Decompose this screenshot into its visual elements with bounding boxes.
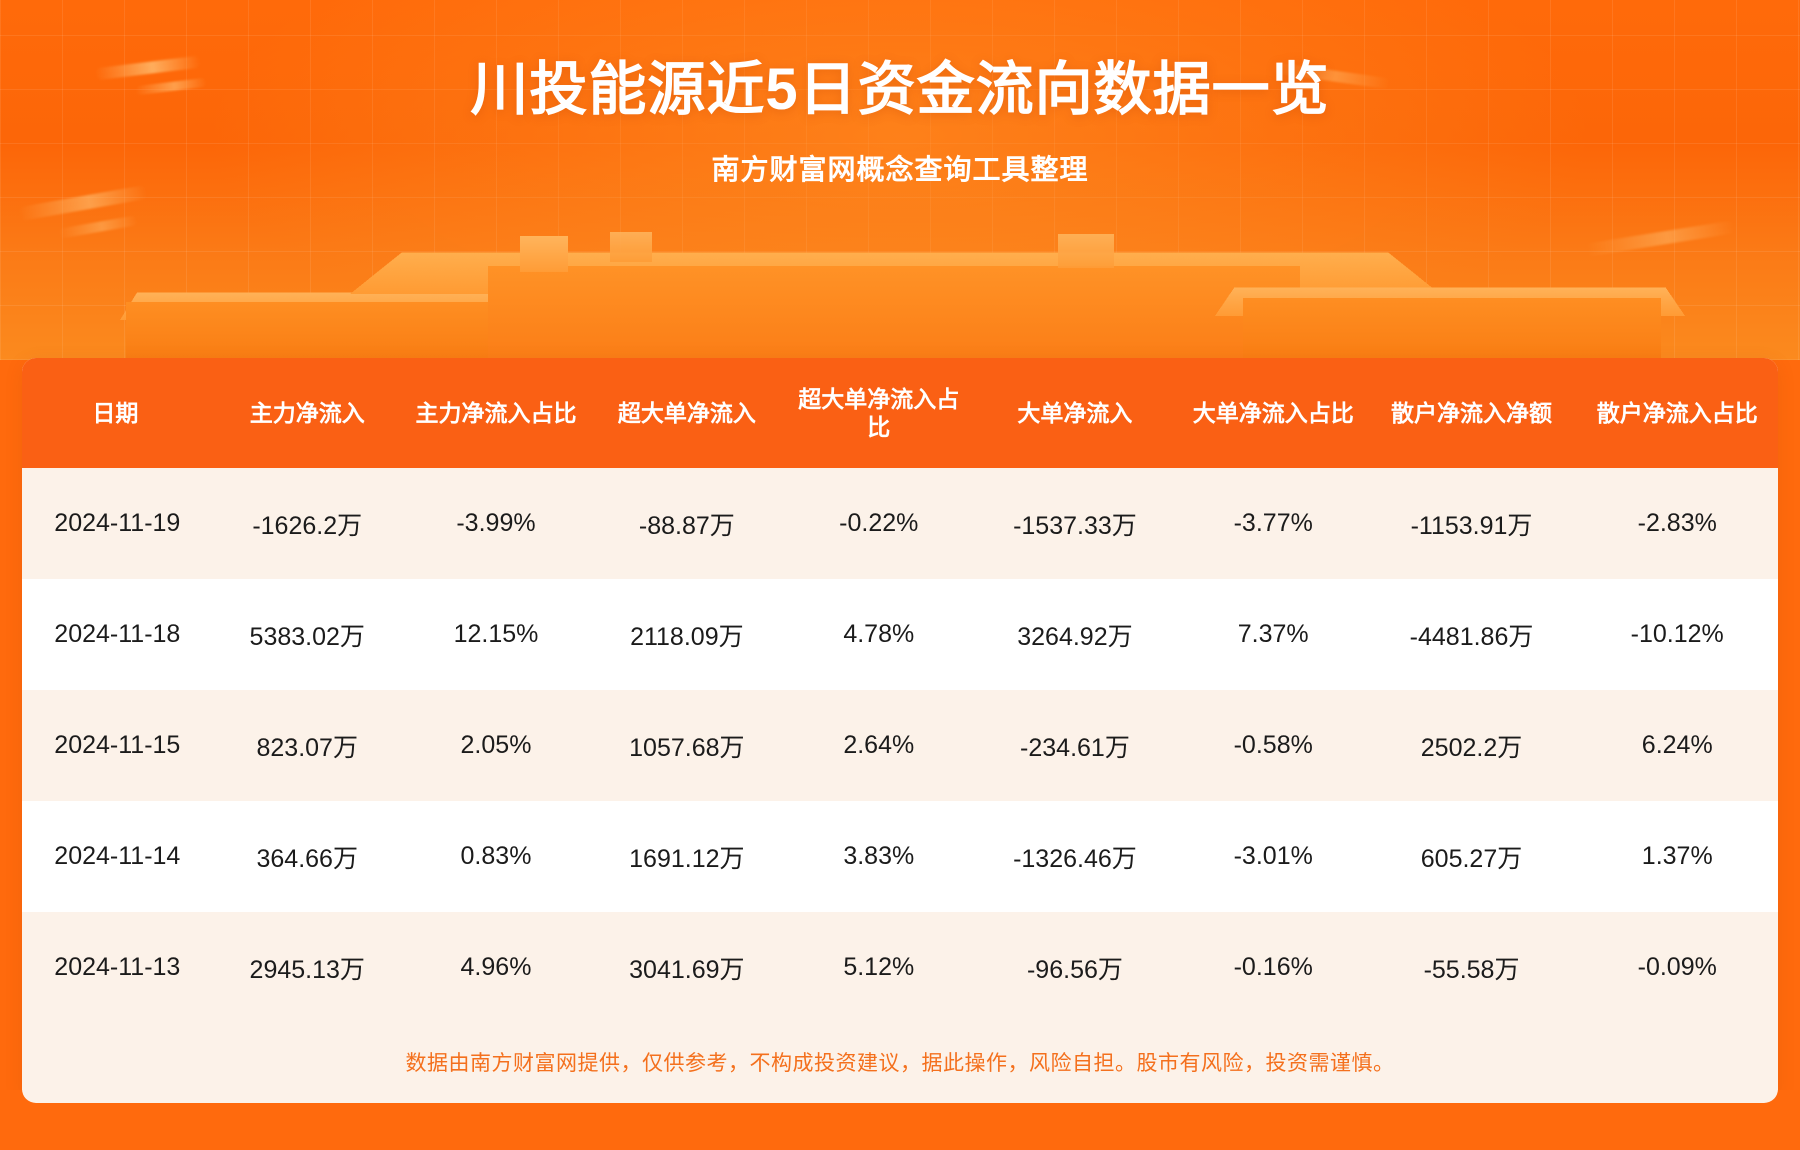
cell-date: 2024-11-14 [22,801,209,912]
cell-lg-pct: 7.37% [1179,579,1367,690]
table-row: 2024-11-15 823.07万 2.05% 1057.68万 2.64% … [22,690,1778,801]
fund-flow-card: 南方财富网 Southmoney.com 日期 主力净流入 主力净流入占比 超大… [22,358,1778,1103]
cell-retail-net: 605.27万 [1366,801,1577,912]
cell-lg-net: -234.61万 [969,690,1180,801]
cell-xl-net: 2118.09万 [586,579,788,690]
table-header-row: 日期 主力净流入 主力净流入占比 超大单净流入 超大单净流入占比 大单净流入 大… [22,358,1778,468]
cell-main-pct: 12.15% [405,579,587,690]
cell-retail-pct: -0.09% [1576,912,1778,1023]
cell-xl-net: -88.87万 [586,468,788,579]
cell-lg-pct: -3.01% [1179,801,1367,912]
table-body: 2024-11-19 -1626.2万 -3.99% -88.87万 -0.22… [22,468,1778,1023]
cell-lg-net: -1537.33万 [969,468,1180,579]
cell-xl-pct: -0.22% [787,468,970,579]
table-row: 2024-11-19 -1626.2万 -3.99% -88.87万 -0.22… [22,468,1778,579]
cell-date: 2024-11-19 [22,468,209,579]
cell-xl-pct: 4.78% [787,579,970,690]
cell-retail-net: -1153.91万 [1366,468,1577,579]
page-title: 川投能源近5日资金流向数据一览 [470,57,1330,122]
fund-flow-table: 日期 主力净流入 主力净流入占比 超大单净流入 超大单净流入占比 大单净流入 大… [22,358,1778,1023]
column-header-retail-pct[interactable]: 散户净流入占比 [1576,358,1778,468]
cell-retail-net: 2502.2万 [1366,690,1577,801]
cell-retail-pct: -2.83% [1576,468,1778,579]
column-header-main-pct[interactable]: 主力净流入占比 [405,358,587,468]
table-row: 2024-11-13 2945.13万 4.96% 3041.69万 5.12%… [22,912,1778,1023]
podium-block [520,236,568,272]
podium-left-face [126,302,518,360]
podium-right-face [1243,298,1661,360]
cell-main-net: 5383.02万 [208,579,406,690]
cell-xl-pct: 3.83% [787,801,970,912]
cell-date: 2024-11-15 [22,690,209,801]
cell-main-pct: 2.05% [405,690,587,801]
cell-date: 2024-11-18 [22,579,209,690]
cell-xl-net: 1057.68万 [586,690,788,801]
cell-retail-pct: -10.12% [1576,579,1778,690]
cell-xl-net: 1691.12万 [586,801,788,912]
page-subtitle: 南方财富网概念查询工具整理 [711,154,1089,185]
column-header-main-net[interactable]: 主力净流入 [208,358,406,468]
column-header-xl-pct[interactable]: 超大单净流入占比 [787,358,970,468]
cell-xl-pct: 2.64% [787,690,970,801]
podium-decoration [0,190,1800,360]
cell-main-net: -1626.2万 [208,468,406,579]
cell-retail-net: -55.58万 [1366,912,1577,1023]
cell-retail-pct: 6.24% [1576,690,1778,801]
cell-main-pct: -3.99% [405,468,587,579]
cell-lg-pct: -0.58% [1179,690,1367,801]
cell-main-net: 2945.13万 [208,912,406,1023]
cell-lg-net: -96.56万 [969,912,1180,1023]
table-header: 日期 主力净流入 主力净流入占比 超大单净流入 超大单净流入占比 大单净流入 大… [22,358,1778,468]
cell-main-net: 364.66万 [208,801,406,912]
cell-retail-net: -4481.86万 [1366,579,1577,690]
cell-main-net: 823.07万 [208,690,406,801]
cell-main-pct: 0.83% [405,801,587,912]
podium-block [1058,234,1114,268]
cell-retail-pct: 1.37% [1576,801,1778,912]
column-header-lg-pct[interactable]: 大单净流入占比 [1179,358,1367,468]
podium-block [610,232,652,262]
cell-xl-pct: 5.12% [787,912,970,1023]
cell-xl-net: 3041.69万 [586,912,788,1023]
cell-lg-pct: -0.16% [1179,912,1367,1023]
column-header-xl-net[interactable]: 超大单净流入 [586,358,788,468]
hero-banner: 川投能源近5日资金流向数据一览 南方财富网概念查询工具整理 [0,0,1800,360]
column-header-date[interactable]: 日期 [22,358,209,468]
table-row: 2024-11-18 5383.02万 12.15% 2118.09万 4.78… [22,579,1778,690]
column-header-retail-net[interactable]: 散户净流入净额 [1366,358,1577,468]
cell-main-pct: 4.96% [405,912,587,1023]
disclaimer-note: 数据由南方财富网提供，仅供参考，不构成投资建议，据此操作，风险自担。股市有风险，… [22,1023,1778,1103]
cell-date: 2024-11-13 [22,912,209,1023]
cell-lg-net: 3264.92万 [969,579,1180,690]
cell-lg-pct: -3.77% [1179,468,1367,579]
table-row: 2024-11-14 364.66万 0.83% 1691.12万 3.83% … [22,801,1778,912]
podium-center-face [488,266,1300,360]
cell-lg-net: -1326.46万 [969,801,1180,912]
column-header-lg-net[interactable]: 大单净流入 [969,358,1180,468]
